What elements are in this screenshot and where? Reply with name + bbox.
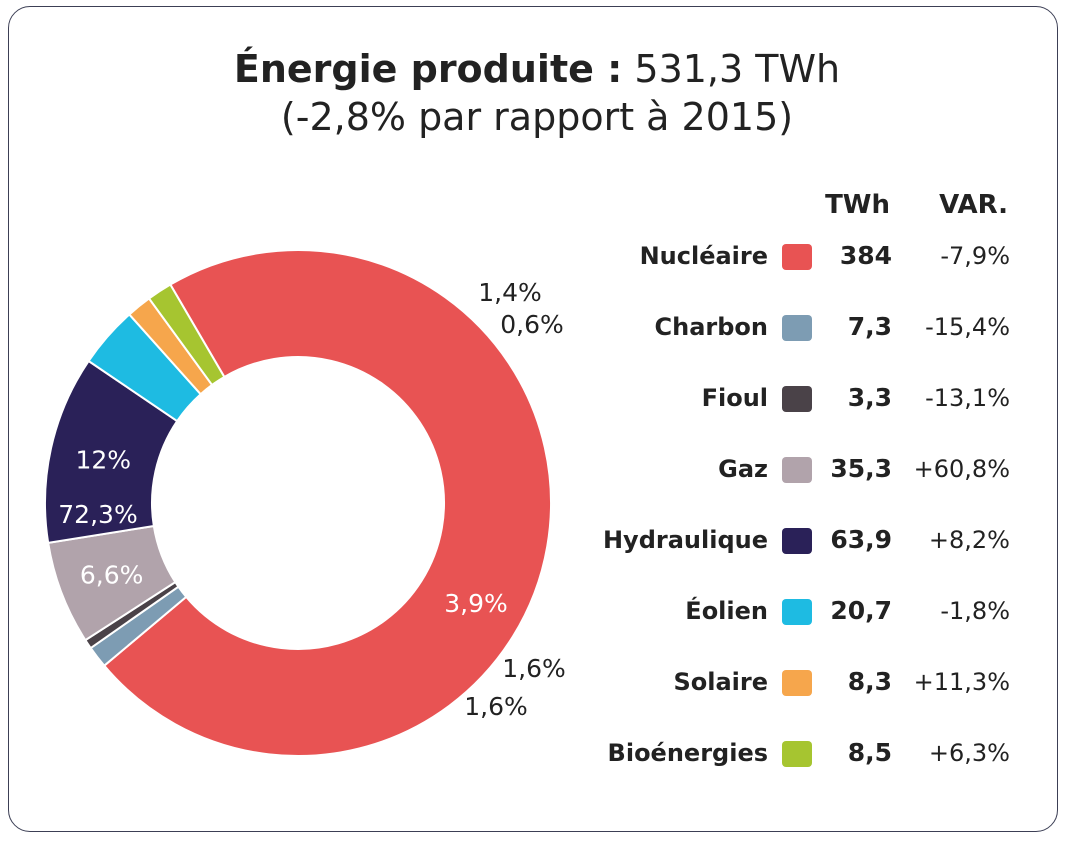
slice-data-label: 72,3%: [58, 500, 137, 529]
legend-row: Nucléaire 384 -7,9%: [560, 236, 1030, 276]
legend-var-value: +11,3%: [913, 668, 1010, 696]
legend-twh-value: 35,3: [830, 454, 892, 483]
chart-frame: [8, 6, 1058, 832]
legend-twh-value: 20,7: [830, 596, 892, 625]
chart-title: Énergie produite : 531,3 TWh: [0, 46, 1074, 92]
title-bold: Énergie produite :: [233, 47, 623, 91]
slice-data-label: 1,6%: [502, 654, 566, 683]
legend-var-value: -13,1%: [925, 384, 1010, 412]
chart-subtitle: (-2,8% par rapport à 2015): [280, 95, 794, 139]
legend-label: Bioénergies: [607, 739, 768, 767]
donut-slice: [102, 249, 552, 757]
slice-data-label: 1,4%: [478, 278, 542, 307]
legend-var-value: +6,3%: [928, 739, 1010, 767]
legend-twh-value: 384: [839, 241, 892, 270]
legend-twh-value: 63,9: [830, 525, 892, 554]
legend-swatch: [782, 457, 812, 483]
legend-label: Éolien: [685, 597, 768, 625]
slice-data-label: 3,9%: [444, 589, 508, 618]
legend-row: Bioénergies 8,5 +6,3%: [560, 733, 1030, 773]
legend-label: Charbon: [654, 313, 768, 341]
legend-twh-value: 8,3: [847, 667, 892, 696]
slice-data-label: 0,6%: [500, 310, 564, 339]
legend-swatch: [782, 599, 812, 625]
legend-row: Gaz 35,3 +60,8%: [560, 449, 1030, 489]
legend-twh-value: 3,3: [847, 383, 892, 412]
legend-swatch: [782, 315, 812, 341]
legend-twh-value: 8,5: [847, 738, 892, 767]
legend-var-value: +60,8%: [913, 455, 1010, 483]
slice-data-label: 6,6%: [80, 560, 144, 589]
legend-label: Fioul: [701, 384, 768, 412]
legend-var-value: +8,2%: [928, 526, 1010, 554]
legend-label: Gaz: [718, 455, 768, 483]
slice-data-label: 12%: [75, 446, 131, 475]
legend-label: Solaire: [673, 668, 768, 696]
legend-var-value: -7,9%: [940, 242, 1010, 270]
title-value: 531,3 TWh: [634, 47, 841, 91]
slice-data-label: 1,6%: [464, 692, 528, 721]
legend-twh-value: 7,3: [847, 312, 892, 341]
legend-swatch: [782, 528, 812, 554]
legend-label: Nucléaire: [639, 242, 768, 270]
legend-var-value: -1,8%: [940, 597, 1010, 625]
legend-header-twh: TWh: [825, 190, 890, 220]
legend-swatch: [782, 741, 812, 767]
legend-swatch: [782, 244, 812, 270]
donut-slice: [147, 283, 226, 387]
legend-row: Solaire 8,3 +11,3%: [560, 662, 1030, 702]
legend-row: Charbon 7,3 -15,4%: [560, 307, 1030, 347]
legend-swatch: [782, 670, 812, 696]
legend-row: Fioul 3,3 -13,1%: [560, 378, 1030, 418]
legend-header-var: VAR.: [939, 190, 1008, 220]
legend-swatch: [782, 386, 812, 412]
legend-row: Éolien 20,7 -1,8%: [560, 591, 1030, 631]
legend-row: Hydraulique 63,9 +8,2%: [560, 520, 1030, 560]
legend-var-value: -15,4%: [925, 313, 1010, 341]
legend-label: Hydraulique: [602, 526, 768, 554]
